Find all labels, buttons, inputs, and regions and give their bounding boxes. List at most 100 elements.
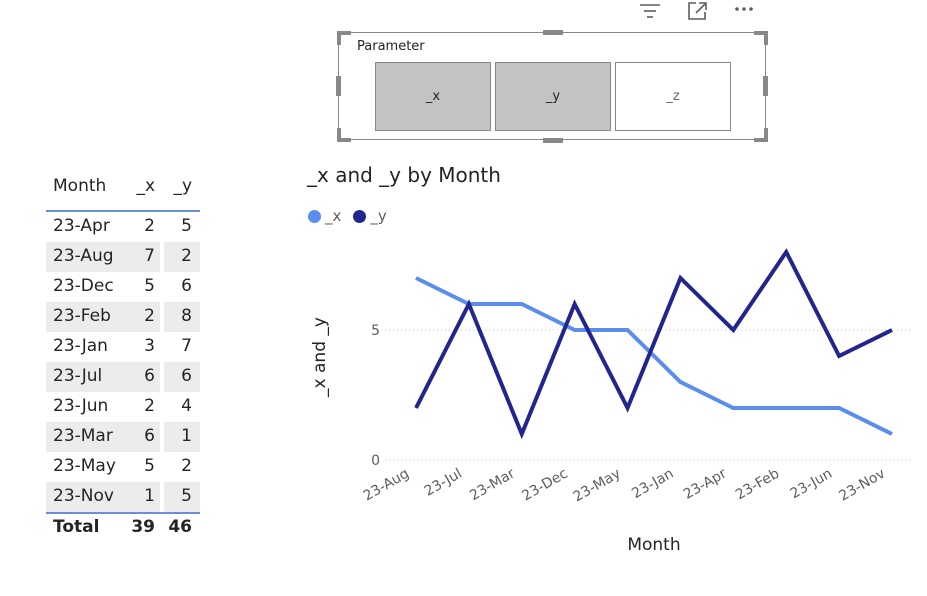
column-header-x[interactable]: _x: [136, 176, 155, 196]
cell-month: 23-May: [53, 456, 116, 476]
resize-handle-bl-v[interactable]: [337, 128, 341, 142]
cell-y: 6: [181, 276, 192, 296]
table-row[interactable]: 23-Jun 2 4: [46, 392, 200, 422]
cell-month: 23-Dec: [53, 276, 114, 296]
y-axis-title: _x and _y: [310, 317, 330, 398]
series-line-x: [415, 276, 893, 436]
cell-y: 7: [181, 336, 192, 356]
table-row[interactable]: 23-Mar 6 1: [46, 422, 200, 452]
cell-x: 5: [144, 456, 155, 476]
slicer-tile-z[interactable]: _z: [615, 62, 731, 131]
resize-handle-tr[interactable]: [754, 31, 768, 35]
column-header-month[interactable]: Month: [53, 176, 107, 196]
cell-x: 3: [144, 336, 155, 356]
x-tick-label: 23-Mar: [467, 465, 518, 504]
cell-x: 7: [144, 246, 155, 266]
cell-month: 23-Aug: [53, 246, 114, 266]
resize-handle-br-v[interactable]: [764, 128, 768, 142]
table-row[interactable]: 23-Apr 2 5: [46, 212, 200, 242]
x-tick-label: 23-Jan: [629, 466, 676, 502]
cell-x: 1: [144, 486, 155, 506]
slicer-tile-y[interactable]: _y: [495, 62, 611, 131]
table-row[interactable]: 23-Aug 7 2: [46, 242, 200, 272]
table-row[interactable]: 23-May 5 2: [46, 452, 200, 482]
cell-month: 23-Jun: [53, 396, 109, 416]
resize-handle-tl-v[interactable]: [337, 31, 341, 45]
total-label: Total: [53, 517, 100, 537]
slicer-title: Parameter: [357, 39, 425, 54]
table-row[interactable]: 23-Jan 3 7: [46, 332, 200, 362]
cell-divider: [160, 422, 164, 452]
cell-y: 1: [181, 426, 192, 446]
x-tick-label: 23-Nov: [837, 466, 888, 505]
cell-y: 2: [181, 246, 192, 266]
y-tick-label: 0: [371, 453, 380, 469]
x-tick-label: 23-May: [571, 466, 624, 506]
series-line-y: [414, 248, 893, 440]
table-total-row: Total 39 46: [46, 512, 200, 544]
legend-swatch-y: [353, 209, 367, 223]
x-tick-label: 23-Dec: [519, 466, 570, 505]
table-row[interactable]: 23-Jul 6 6: [46, 362, 200, 392]
cell-month: 23-Mar: [53, 426, 113, 446]
cell-month: 23-Jul: [53, 366, 103, 386]
legend-label-x[interactable]: _x: [325, 207, 342, 225]
cell-divider: [160, 482, 164, 512]
chart-legend: _x _y: [308, 207, 387, 225]
resize-handle-top[interactable]: [543, 30, 563, 35]
cell-x: 2: [144, 216, 155, 236]
table-header: Month _x _y: [46, 170, 200, 212]
resize-handle-bottom[interactable]: [543, 138, 563, 143]
chart-title: _x and _y by Month: [307, 163, 501, 187]
cell-divider: [160, 302, 164, 332]
x-tick-label: 23-Feb: [733, 466, 782, 504]
resize-handle-left[interactable]: [336, 76, 341, 96]
cell-x: 2: [144, 396, 155, 416]
table-body: 23-Apr 2 5 23-Aug 7 2 23-Dec 5 6 23-Feb 2 8 23-Jan 3 7…: [46, 212, 200, 512]
total-y: 46: [168, 517, 192, 537]
cell-y: 5: [181, 486, 192, 506]
focus-mode-icon[interactable]: [685, 0, 711, 22]
table-row[interactable]: 23-Feb 2 8: [46, 302, 200, 332]
slicer-tile-label: _z: [666, 89, 680, 104]
resize-handle-tr-v[interactable]: [764, 31, 768, 45]
resize-handle-br[interactable]: [754, 138, 768, 142]
cell-month: 23-Apr: [53, 216, 110, 236]
legend-swatch-x: [308, 209, 321, 223]
y-tick-label: 5: [371, 323, 380, 339]
cell-y: 2: [181, 456, 192, 476]
more-options-icon[interactable]: [731, 0, 757, 22]
filter-icon[interactable]: [637, 0, 663, 22]
x-axis-title: Month: [627, 535, 680, 555]
cell-x: 2: [144, 306, 155, 326]
column-header-y[interactable]: _y: [173, 176, 192, 196]
cell-y: 6: [181, 366, 192, 386]
data-table: Month _x _y 23-Apr 2 5 23-Aug 7 2 23-Dec 5 6 23-F…: [46, 170, 200, 544]
cell-x: 6: [144, 366, 155, 386]
x-tick-label: 23-Aug: [361, 466, 412, 505]
slicer-tile-label: _x: [425, 89, 441, 104]
cell-x: 6: [144, 426, 155, 446]
table-row[interactable]: 23-Nov 1 5: [46, 482, 200, 512]
cell-x: 5: [144, 276, 155, 296]
x-tick-label: 23-Apr: [681, 465, 730, 502]
resize-handle-bl[interactable]: [337, 138, 351, 142]
cell-divider: [160, 362, 164, 392]
cell-y: 4: [181, 396, 192, 416]
slicer-tile-label: _y: [545, 89, 561, 104]
x-tick-label: 23-Jul: [422, 466, 465, 500]
cell-month: 23-Feb: [53, 306, 111, 326]
legend-label-y[interactable]: _y: [370, 207, 387, 225]
slicer-tile-x[interactable]: _x: [375, 62, 491, 131]
cell-y: 5: [181, 216, 192, 236]
total-x: 39: [131, 517, 155, 537]
resize-handle-right[interactable]: [763, 76, 768, 96]
resize-handle-tl[interactable]: [337, 31, 351, 35]
cell-month: 23-Nov: [53, 486, 114, 506]
x-tick-label: 23-Jun: [788, 466, 835, 503]
table-row[interactable]: 23-Dec 5 6: [46, 272, 200, 302]
cell-month: 23-Jan: [53, 336, 108, 356]
cell-y: 8: [181, 306, 192, 326]
cell-divider: [160, 242, 164, 272]
